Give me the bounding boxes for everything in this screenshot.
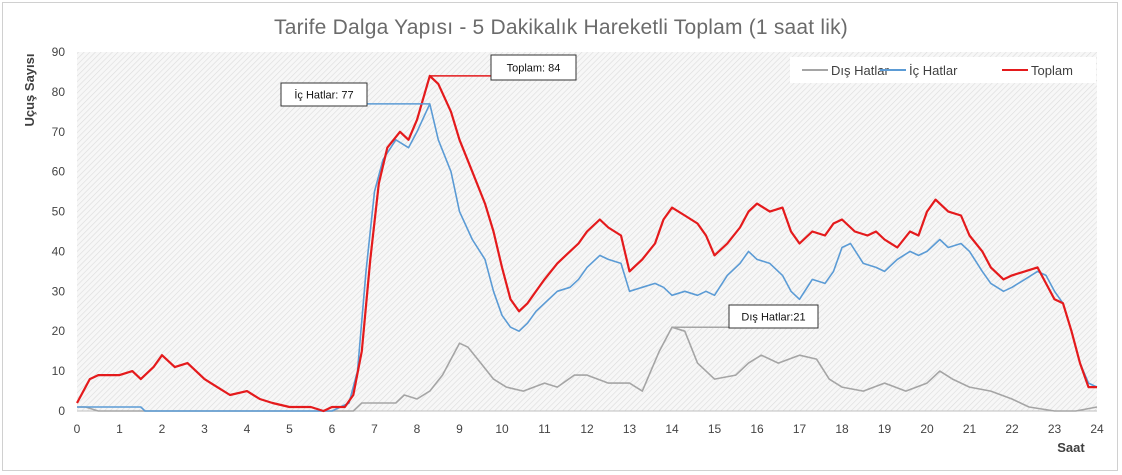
- x-tick-label: 17: [793, 422, 807, 436]
- series-line-2: [76, 74, 1097, 413]
- x-tick-label: 8: [414, 422, 421, 436]
- y-tick-label: 40: [52, 244, 66, 258]
- x-tick-label: 10: [495, 422, 509, 436]
- y-tick-label: 50: [52, 205, 66, 219]
- legend: Dış Hatlar İç Hatlar Toplam: [790, 57, 1096, 83]
- x-tick-label: 12: [580, 422, 594, 436]
- annotation-box: [280, 82, 368, 107]
- x-tick-label: 9: [456, 422, 463, 436]
- x-tick-label: 21: [963, 422, 977, 436]
- x-tick-label: 13: [623, 422, 637, 436]
- x-tick-label: 4: [244, 422, 251, 436]
- x-tick-label: 14: [665, 422, 679, 436]
- annotation-label: Dış Hatlar:21: [741, 312, 805, 324]
- x-tick-label: 3: [201, 422, 208, 436]
- x-tick-label: 15: [708, 422, 722, 436]
- x-tick-label: 19: [878, 422, 892, 436]
- legend-label: Toplam: [1031, 63, 1073, 78]
- y-tick-label: 20: [52, 324, 66, 338]
- legend-background: [790, 57, 1096, 83]
- y-tick-label: 0: [58, 404, 65, 418]
- legend-label: İç Hatlar: [909, 63, 958, 78]
- annotation-box: [490, 54, 577, 81]
- x-tick-label: 11: [538, 422, 551, 436]
- y-tick-label: 10: [52, 364, 66, 378]
- y-tick-label: 90: [52, 45, 66, 59]
- y-tick-label: 80: [52, 85, 66, 99]
- y-tick-label: 60: [52, 165, 66, 179]
- y-tick-label: 70: [52, 125, 66, 139]
- x-tick-label: 5: [286, 422, 293, 436]
- y-tick-label: 30: [52, 284, 66, 298]
- x-tick-label: 24: [1090, 422, 1104, 436]
- x-tick-label: 1: [116, 422, 123, 436]
- annotation-label: İç Hatlar: 77: [294, 89, 353, 102]
- chart-title: Tarife Dalga Yapısı - 5 Dakikalık Hareke…: [274, 16, 848, 39]
- x-tick-label: 2: [159, 422, 166, 436]
- x-tick-label: 7: [371, 422, 378, 436]
- x-tick-label: 22: [1005, 422, 1019, 436]
- annotation-box: [728, 304, 819, 329]
- annotation-label: Toplam: 84: [507, 63, 561, 75]
- x-tick-label: 6: [329, 422, 336, 436]
- legend-label: Dış Hatlar: [831, 63, 889, 78]
- series-line-0: [77, 326, 1098, 412]
- x-tick-label: 18: [835, 422, 849, 436]
- x-axis-title: Saat: [1057, 440, 1085, 455]
- x-tick-label: 16: [750, 422, 764, 436]
- y-axis-title: Uçuş Sayısı: [22, 54, 37, 127]
- x-tick-label: 0: [74, 422, 81, 436]
- x-tick-label: 20: [920, 422, 934, 436]
- x-tick-label: 23: [1048, 422, 1062, 436]
- series-line-1: [77, 103, 1098, 412]
